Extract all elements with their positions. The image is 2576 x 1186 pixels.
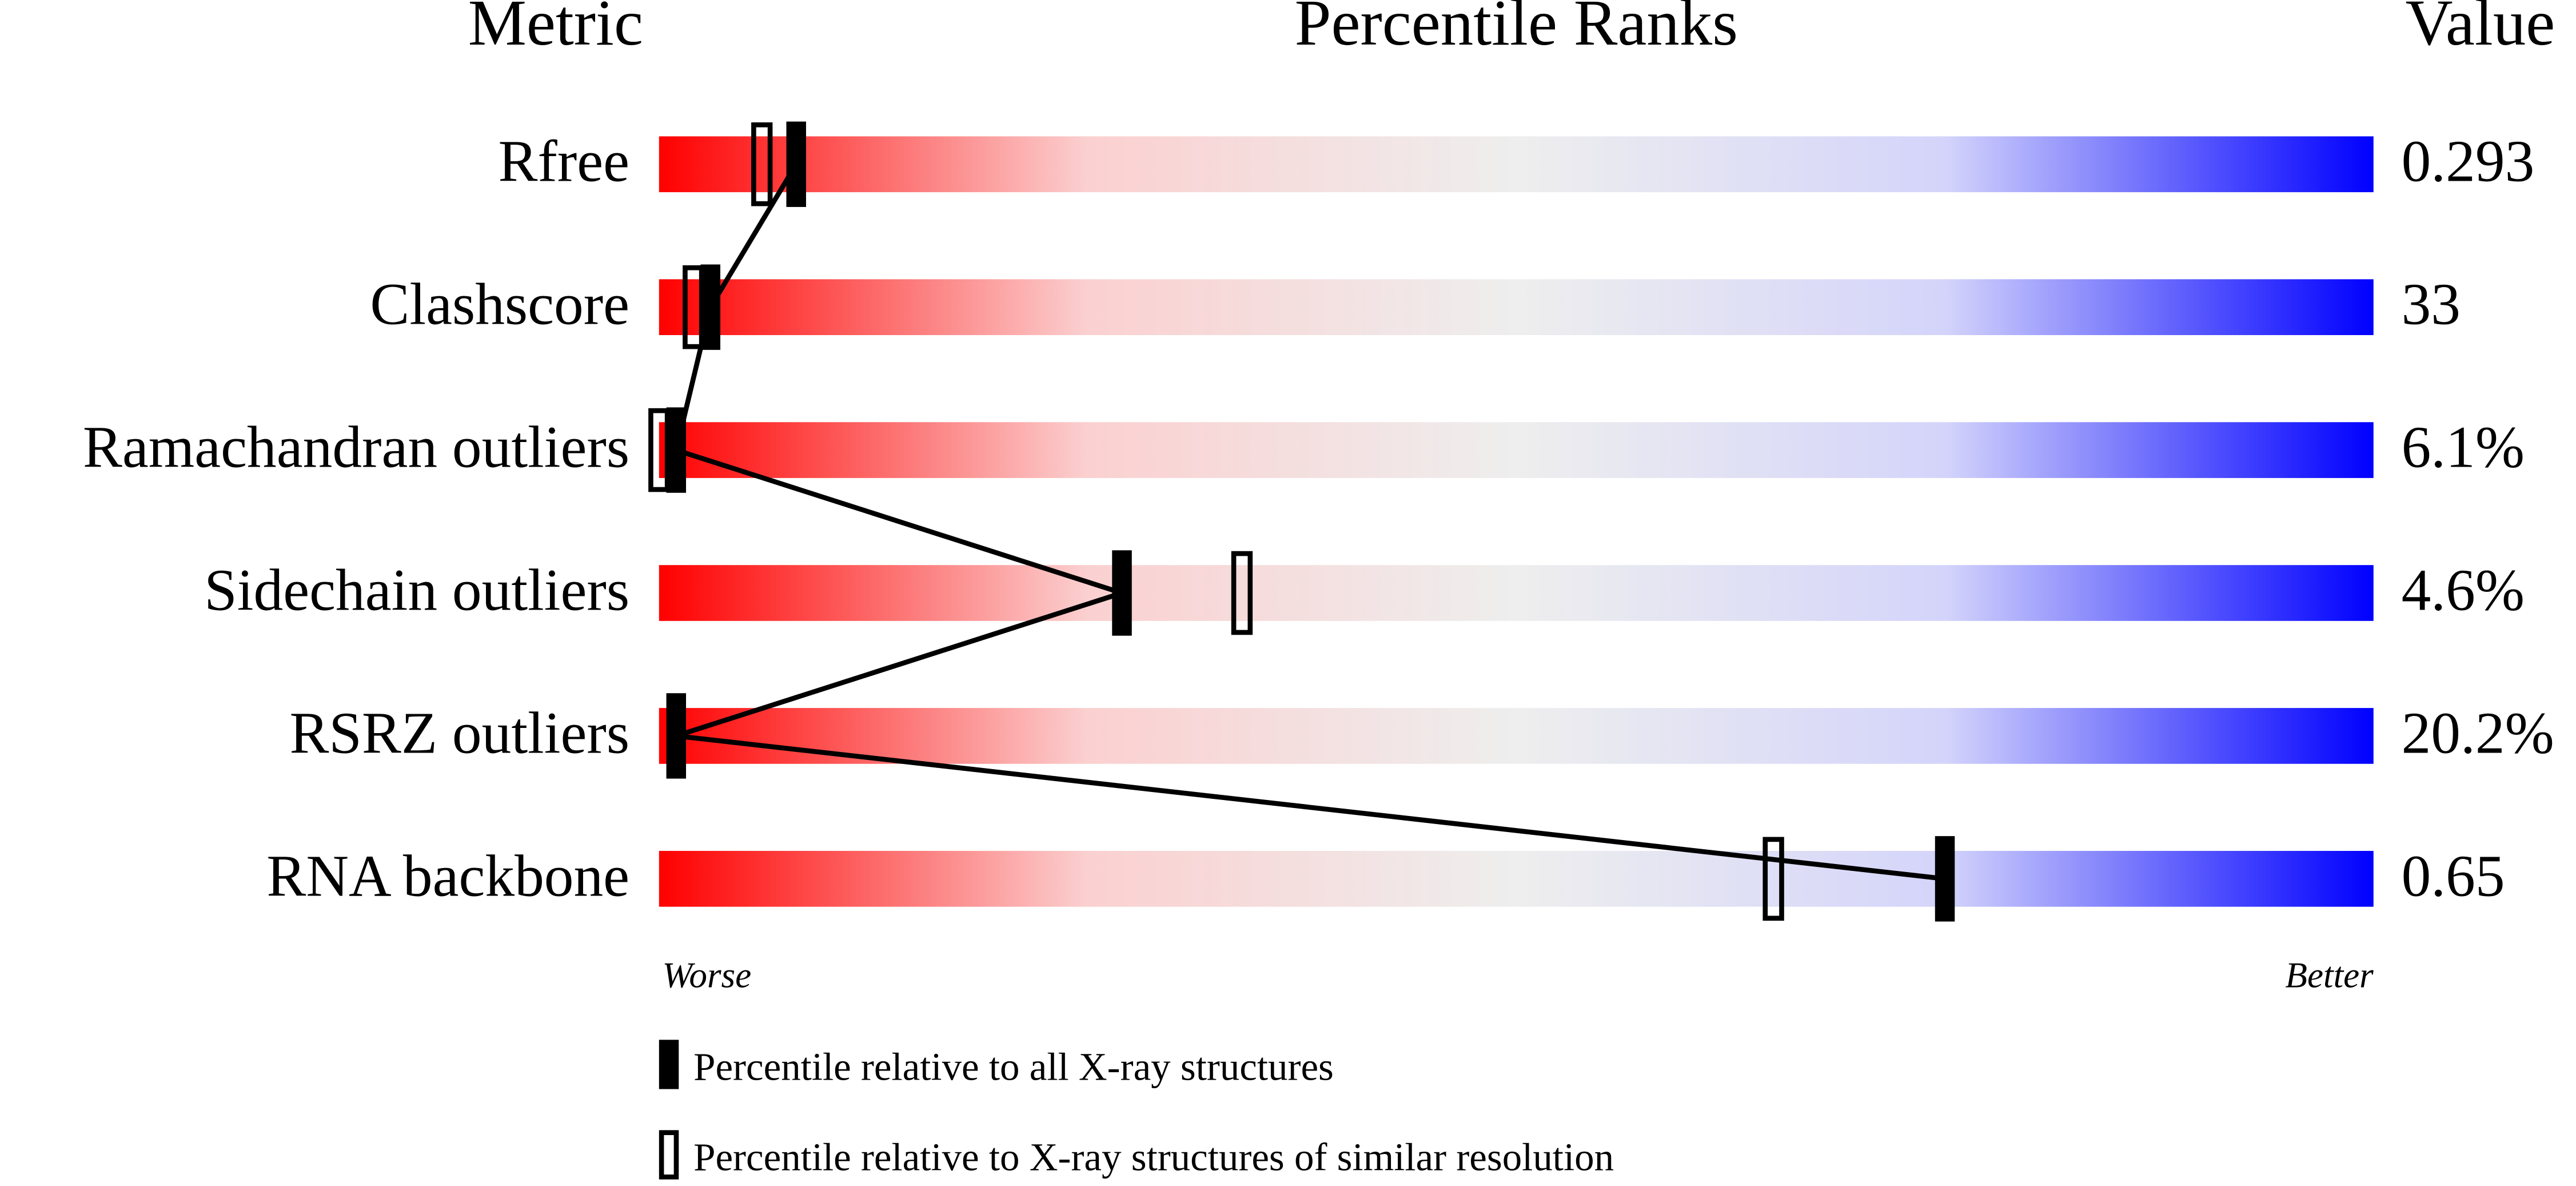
metric-header: Metric xyxy=(468,0,643,59)
worse-label: Worse xyxy=(663,956,752,996)
metric-label: Rfree xyxy=(498,129,629,194)
metric-label: RSRZ outliers xyxy=(289,701,629,766)
metric-label: Ramachandran outliers xyxy=(83,415,629,480)
legend-label: Percentile relative to all X-ray structu… xyxy=(693,1045,1334,1089)
rank-bar xyxy=(659,850,2374,907)
percentile-marker-open xyxy=(648,408,670,492)
better-label: Better xyxy=(2285,956,2374,996)
metric-value: 0.65 xyxy=(2402,843,2505,909)
metric-label: Sidechain outliers xyxy=(204,558,629,623)
percentile-marker xyxy=(1112,550,1132,636)
metric-value: 20.2% xyxy=(2402,701,2554,766)
percentile-marker xyxy=(786,121,806,207)
rank-bar xyxy=(659,565,2374,621)
metric-value: 4.6% xyxy=(2402,558,2525,623)
percentile-marker-open xyxy=(683,265,704,349)
metric-value: 0.293 xyxy=(2402,129,2535,194)
percentile-marker xyxy=(1935,836,1955,922)
legend-label: Percentile relative to X-ray structures … xyxy=(693,1136,1614,1179)
metric-label: Clashscore xyxy=(370,272,629,337)
rank-bar xyxy=(659,136,2374,193)
percentile-marker xyxy=(666,693,687,779)
percentile-marker-open xyxy=(1762,837,1784,921)
value-header: Value xyxy=(2406,0,2555,59)
ranks-header: Percentile Ranks xyxy=(1295,0,1738,59)
legend-swatch xyxy=(659,1130,679,1180)
metric-value: 33 xyxy=(2402,272,2461,337)
legend-swatch xyxy=(659,1040,679,1089)
rank-bar xyxy=(659,422,2374,478)
percentile-marker-open xyxy=(751,122,773,206)
metric-value: 6.1% xyxy=(2402,415,2525,480)
percentile-marker-open xyxy=(1231,551,1253,635)
rank-bar xyxy=(659,279,2374,336)
connector-line xyxy=(673,163,1945,882)
metric-label: RNA backbone xyxy=(266,843,629,909)
rank-bar xyxy=(659,708,2374,764)
